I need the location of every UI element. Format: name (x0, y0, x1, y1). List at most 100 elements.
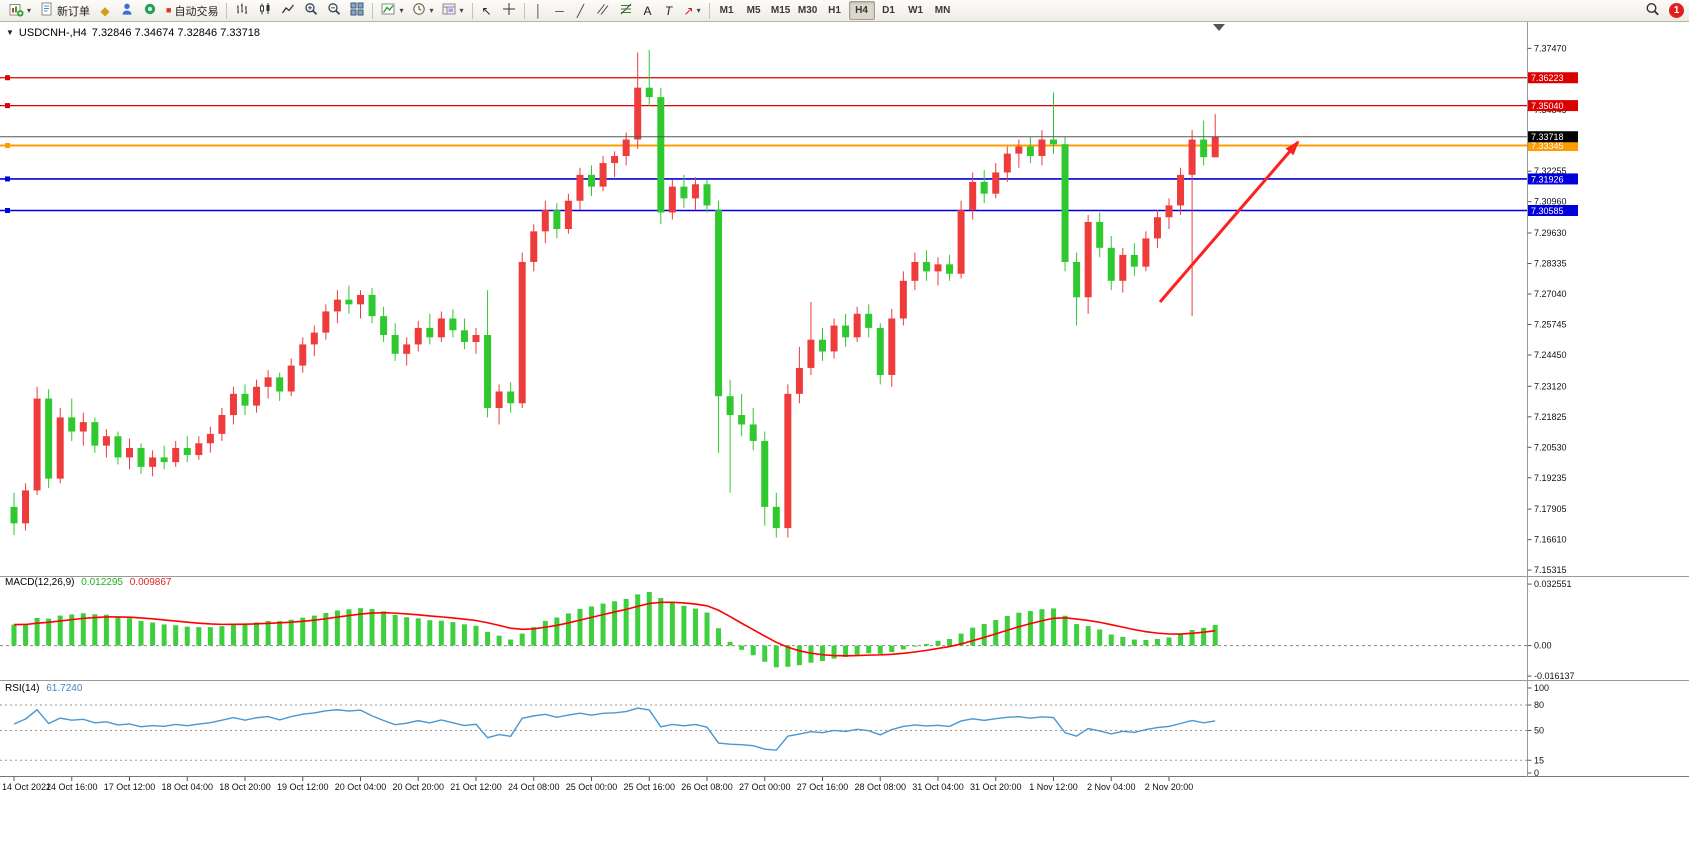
line-chart-icon (281, 2, 295, 19)
indicators-button[interactable]: ▾ (377, 1, 407, 20)
chart-ohlc-values: 7.32846 7.34674 7.32846 7.33718 (91, 27, 260, 39)
timeframe-w1-button[interactable]: W1 (903, 1, 929, 20)
price-axis[interactable]: 7.374707.348457.322557.309607.296307.283… (1527, 43, 1579, 575)
rsi-value: 61.7240 (46, 683, 83, 694)
macd-indicator-title: MACD(12,26,9) 0.012295 0.009867 (5, 577, 175, 588)
svg-text:80: 80 (1534, 700, 1544, 710)
navigator-button[interactable] (139, 1, 161, 20)
trendline-tool-button[interactable]: ╱ (571, 1, 591, 20)
symbol-menu-icon[interactable]: ▼ (6, 28, 14, 37)
horizontal-line-7.30585[interactable] (0, 208, 1527, 214)
horizontal-line-7.36223[interactable] (0, 75, 1527, 81)
svg-text:31 Oct 20:00: 31 Oct 20:00 (970, 782, 1022, 792)
horizontal-line-tool-button[interactable]: ─ (550, 1, 570, 20)
svg-text:27 Oct 00:00: 27 Oct 00:00 (739, 782, 791, 792)
timeframe-m30-button[interactable]: M30 (795, 1, 821, 20)
timeframe-h1-button[interactable]: H1 (822, 1, 848, 20)
channel-icon (596, 2, 610, 19)
svg-text:7.30585: 7.30585 (1531, 206, 1564, 216)
svg-text:1 Nov 12:00: 1 Nov 12:00 (1029, 782, 1078, 792)
fibonacci-icon (619, 2, 633, 19)
tile-windows-button[interactable] (346, 1, 368, 20)
new-chart-button[interactable]: ▾ (5, 1, 35, 20)
svg-text:-0.016137: -0.016137 (1534, 671, 1575, 681)
line-chart-button[interactable] (277, 1, 299, 20)
candlesticks (10, 50, 1219, 538)
timeframe-toolbar: M1 M5 M15 M30 H1 H4 D1 W1 MN (714, 1, 956, 20)
macd-label: MACD(12,26,9) (5, 577, 75, 588)
new-order-button[interactable]: 新订单 (36, 1, 94, 20)
new-chart-dropdown-icon: ▾ (27, 5, 32, 15)
svg-text:7.24450: 7.24450 (1534, 350, 1567, 360)
svg-text:7.27040: 7.27040 (1534, 289, 1567, 299)
autotrading-button[interactable]: ■ 自动交易 (162, 1, 222, 20)
line-anchor-handle[interactable] (5, 208, 10, 214)
indicators-icon (381, 2, 396, 19)
label-tool-button[interactable]: T (659, 1, 679, 20)
fibonacci-tool-button[interactable] (615, 1, 637, 20)
market-watch-button[interactable] (116, 1, 138, 20)
price-label-7.35040: 7.35040 (1528, 100, 1578, 112)
zoom-in-button[interactable] (300, 1, 322, 20)
template-icon (442, 2, 456, 19)
svg-text:100: 100 (1534, 683, 1549, 693)
svg-text:7.35040: 7.35040 (1531, 101, 1564, 111)
periods-button[interactable]: ▾ (408, 1, 437, 20)
svg-text:7.20530: 7.20530 (1534, 442, 1567, 452)
horizontal-line-7.31926[interactable] (0, 176, 1527, 182)
svg-text:7.31926: 7.31926 (1531, 174, 1564, 184)
timeframe-mn-button[interactable]: MN (930, 1, 956, 20)
timeframe-d1-button[interactable]: D1 (876, 1, 902, 20)
notification-badge[interactable]: 1 (1669, 3, 1684, 18)
arrow-head (1285, 140, 1300, 156)
tile-windows-icon (350, 2, 364, 19)
svg-text:25 Oct 00:00: 25 Oct 00:00 (566, 782, 618, 792)
cursor-tool-button[interactable]: ↖ (477, 1, 497, 20)
candlestick-chart-button[interactable] (254, 1, 276, 20)
periods-dropdown-icon: ▾ (429, 5, 434, 15)
timeframe-h4-button[interactable]: H4 (848, 1, 875, 20)
rsi-label: RSI(14) (5, 683, 40, 694)
macd-signal-value: 0.009867 (129, 577, 172, 588)
bar-chart-button[interactable] (231, 1, 253, 20)
svg-text:26 Oct 08:00: 26 Oct 08:00 (681, 782, 733, 792)
trend-arrow[interactable] (1158, 140, 1300, 303)
horizontal-line-7.35040[interactable] (0, 103, 1527, 109)
metaeditor-button[interactable]: ◆ (95, 1, 115, 20)
svg-text:7.19235: 7.19235 (1534, 473, 1567, 483)
line-anchor-handle[interactable] (5, 143, 10, 149)
svg-text:7.15315: 7.15315 (1534, 565, 1567, 575)
svg-text:2 Nov 04:00: 2 Nov 04:00 (1087, 782, 1136, 792)
timeframe-m5-button[interactable]: M5 (741, 1, 767, 20)
candlestick-icon (258, 2, 272, 19)
toolbar-separator (471, 2, 473, 19)
horizontal-line-7.33345[interactable] (0, 143, 1527, 149)
svg-text:7.23120: 7.23120 (1534, 381, 1567, 391)
channel-tool-button[interactable] (592, 1, 614, 20)
cursor-icon: ↖ (481, 3, 492, 18)
svg-text:7.36223: 7.36223 (1531, 73, 1564, 83)
vertical-line-tool-button[interactable]: │ (529, 1, 549, 20)
line-anchor-handle[interactable] (5, 103, 10, 109)
timeframe-m1-button[interactable]: M1 (714, 1, 740, 20)
toolbar-separator (523, 2, 525, 19)
text-tool-button[interactable]: A (638, 1, 658, 20)
arrows-tool-button[interactable]: ↗ ▾ (680, 1, 705, 20)
svg-text:20 Oct 04:00: 20 Oct 04:00 (335, 782, 387, 792)
chart-shift-marker[interactable] (1213, 24, 1225, 31)
timeframe-m15-button[interactable]: M15 (768, 1, 794, 20)
line-anchor-handle[interactable] (5, 75, 10, 81)
search-button[interactable] (1641, 1, 1664, 20)
svg-text:7.17905: 7.17905 (1534, 504, 1567, 514)
main-toolbar: ▾ 新订单 ◆ ■ 自动交易 (0, 0, 1689, 22)
crosshair-tool-button[interactable] (498, 1, 520, 20)
templates-button[interactable]: ▾ (438, 1, 467, 20)
svg-text:7.25745: 7.25745 (1534, 319, 1567, 329)
svg-text:7.33718: 7.33718 (1531, 132, 1564, 142)
zoom-out-button[interactable] (323, 1, 345, 20)
svg-text:25 Oct 16:00: 25 Oct 16:00 (623, 782, 675, 792)
line-anchor-handle[interactable] (5, 176, 10, 182)
svg-text:24 Oct 08:00: 24 Oct 08:00 (508, 782, 560, 792)
